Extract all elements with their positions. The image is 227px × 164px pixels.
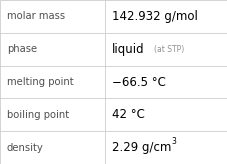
Text: (at STP): (at STP): [153, 45, 184, 54]
Text: boiling point: boiling point: [7, 110, 69, 120]
Text: 142.932 g/mol: 142.932 g/mol: [111, 10, 197, 23]
Text: 3: 3: [170, 137, 175, 146]
Text: density: density: [7, 143, 43, 153]
Text: liquid: liquid: [111, 43, 144, 56]
Text: melting point: melting point: [7, 77, 73, 87]
Text: −66.5 °C: −66.5 °C: [111, 75, 165, 89]
Text: molar mass: molar mass: [7, 11, 65, 21]
Text: phase: phase: [7, 44, 37, 54]
Text: 2.29 g/cm: 2.29 g/cm: [111, 141, 170, 154]
Text: 42 °C: 42 °C: [111, 108, 144, 121]
